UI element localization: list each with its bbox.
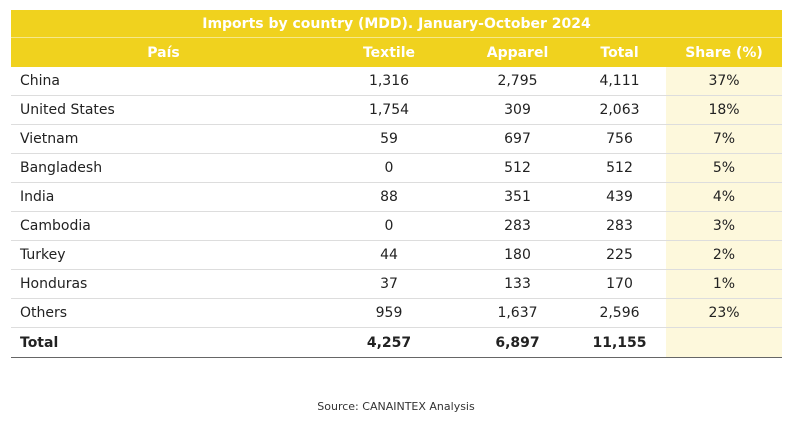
cell-apparel: 1,637 <box>462 298 573 328</box>
cell-country: Vietnam <box>11 124 316 154</box>
cell-textile: 0 <box>316 153 462 183</box>
cell-apparel: 180 <box>462 240 573 270</box>
table-row: Honduras 37 133 170 1% <box>11 269 783 299</box>
column-header-country: País <box>11 37 316 67</box>
cell-country: Bangladesh <box>11 153 316 183</box>
cell-total: 4,111 <box>573 67 666 96</box>
table-header-row: País Textile Apparel Total Share (%) <box>11 37 783 67</box>
cell-share: 3% <box>666 211 783 241</box>
cell-apparel: 133 <box>462 269 573 299</box>
total-textile: 4,257 <box>316 327 462 358</box>
table-title-row: Imports by country (MDD). January-Octobe… <box>11 10 783 38</box>
total-apparel: 6,897 <box>462 327 573 358</box>
cell-total: 283 <box>573 211 666 241</box>
cell-textile: 37 <box>316 269 462 299</box>
cell-textile: 88 <box>316 182 462 212</box>
imports-table-container: Imports by country (MDD). January-Octobe… <box>11 10 783 358</box>
table-row: Cambodia 0 283 283 3% <box>11 211 783 241</box>
cell-country: Turkey <box>11 240 316 270</box>
column-header-apparel: Apparel <box>462 37 573 67</box>
cell-share: 1% <box>666 269 783 299</box>
cell-textile: 1,316 <box>316 67 462 96</box>
imports-table: Imports by country (MDD). January-Octobe… <box>11 10 783 358</box>
cell-textile: 0 <box>316 211 462 241</box>
table-row: Vietnam 59 697 756 7% <box>11 124 783 154</box>
cell-total: 2,596 <box>573 298 666 328</box>
cell-total: 170 <box>573 269 666 299</box>
table-row: Others 959 1,637 2,596 23% <box>11 298 783 328</box>
cell-apparel: 309 <box>462 95 573 125</box>
column-header-total: Total <box>573 37 666 67</box>
cell-share: 4% <box>666 182 783 212</box>
cell-total: 756 <box>573 124 666 154</box>
table-row: China 1,316 2,795 4,111 37% <box>11 67 783 96</box>
cell-textile: 1,754 <box>316 95 462 125</box>
table-row: United States 1,754 309 2,063 18% <box>11 95 783 125</box>
cell-total: 2,063 <box>573 95 666 125</box>
cell-country: Honduras <box>11 269 316 299</box>
table-row: Turkey 44 180 225 2% <box>11 240 783 270</box>
cell-apparel: 351 <box>462 182 573 212</box>
cell-textile: 44 <box>316 240 462 270</box>
table-row: Bangladesh 0 512 512 5% <box>11 153 783 183</box>
cell-share: 23% <box>666 298 783 328</box>
cell-share: 5% <box>666 153 783 183</box>
table-row: India 88 351 439 4% <box>11 182 783 212</box>
total-total: 11,155 <box>573 327 666 358</box>
cell-apparel: 512 <box>462 153 573 183</box>
cell-textile: 59 <box>316 124 462 154</box>
cell-country: China <box>11 67 316 96</box>
cell-apparel: 697 <box>462 124 573 154</box>
table-body: China 1,316 2,795 4,111 37% United States 1,75… <box>11 67 783 358</box>
table-title: Imports by country (MDD). January-Octobe… <box>11 10 783 38</box>
cell-textile: 959 <box>316 298 462 328</box>
cell-total: 512 <box>573 153 666 183</box>
cell-share: 7% <box>666 124 783 154</box>
source-note: Source: CANAINTEX Analysis <box>317 400 475 413</box>
total-label: Total <box>11 327 316 358</box>
cell-share: 37% <box>666 67 783 96</box>
cell-total: 225 <box>573 240 666 270</box>
cell-share: 2% <box>666 240 783 270</box>
cell-country: Cambodia <box>11 211 316 241</box>
cell-country: Others <box>11 298 316 328</box>
total-share <box>666 327 783 358</box>
cell-apparel: 2,795 <box>462 67 573 96</box>
table-total-row: Total 4,257 6,897 11,155 <box>11 327 783 358</box>
cell-share: 18% <box>666 95 783 125</box>
cell-apparel: 283 <box>462 211 573 241</box>
column-header-textile: Textile <box>316 37 462 67</box>
column-header-share: Share (%) <box>666 37 783 67</box>
cell-country: India <box>11 182 316 212</box>
cell-country: United States <box>11 95 316 125</box>
cell-total: 439 <box>573 182 666 212</box>
